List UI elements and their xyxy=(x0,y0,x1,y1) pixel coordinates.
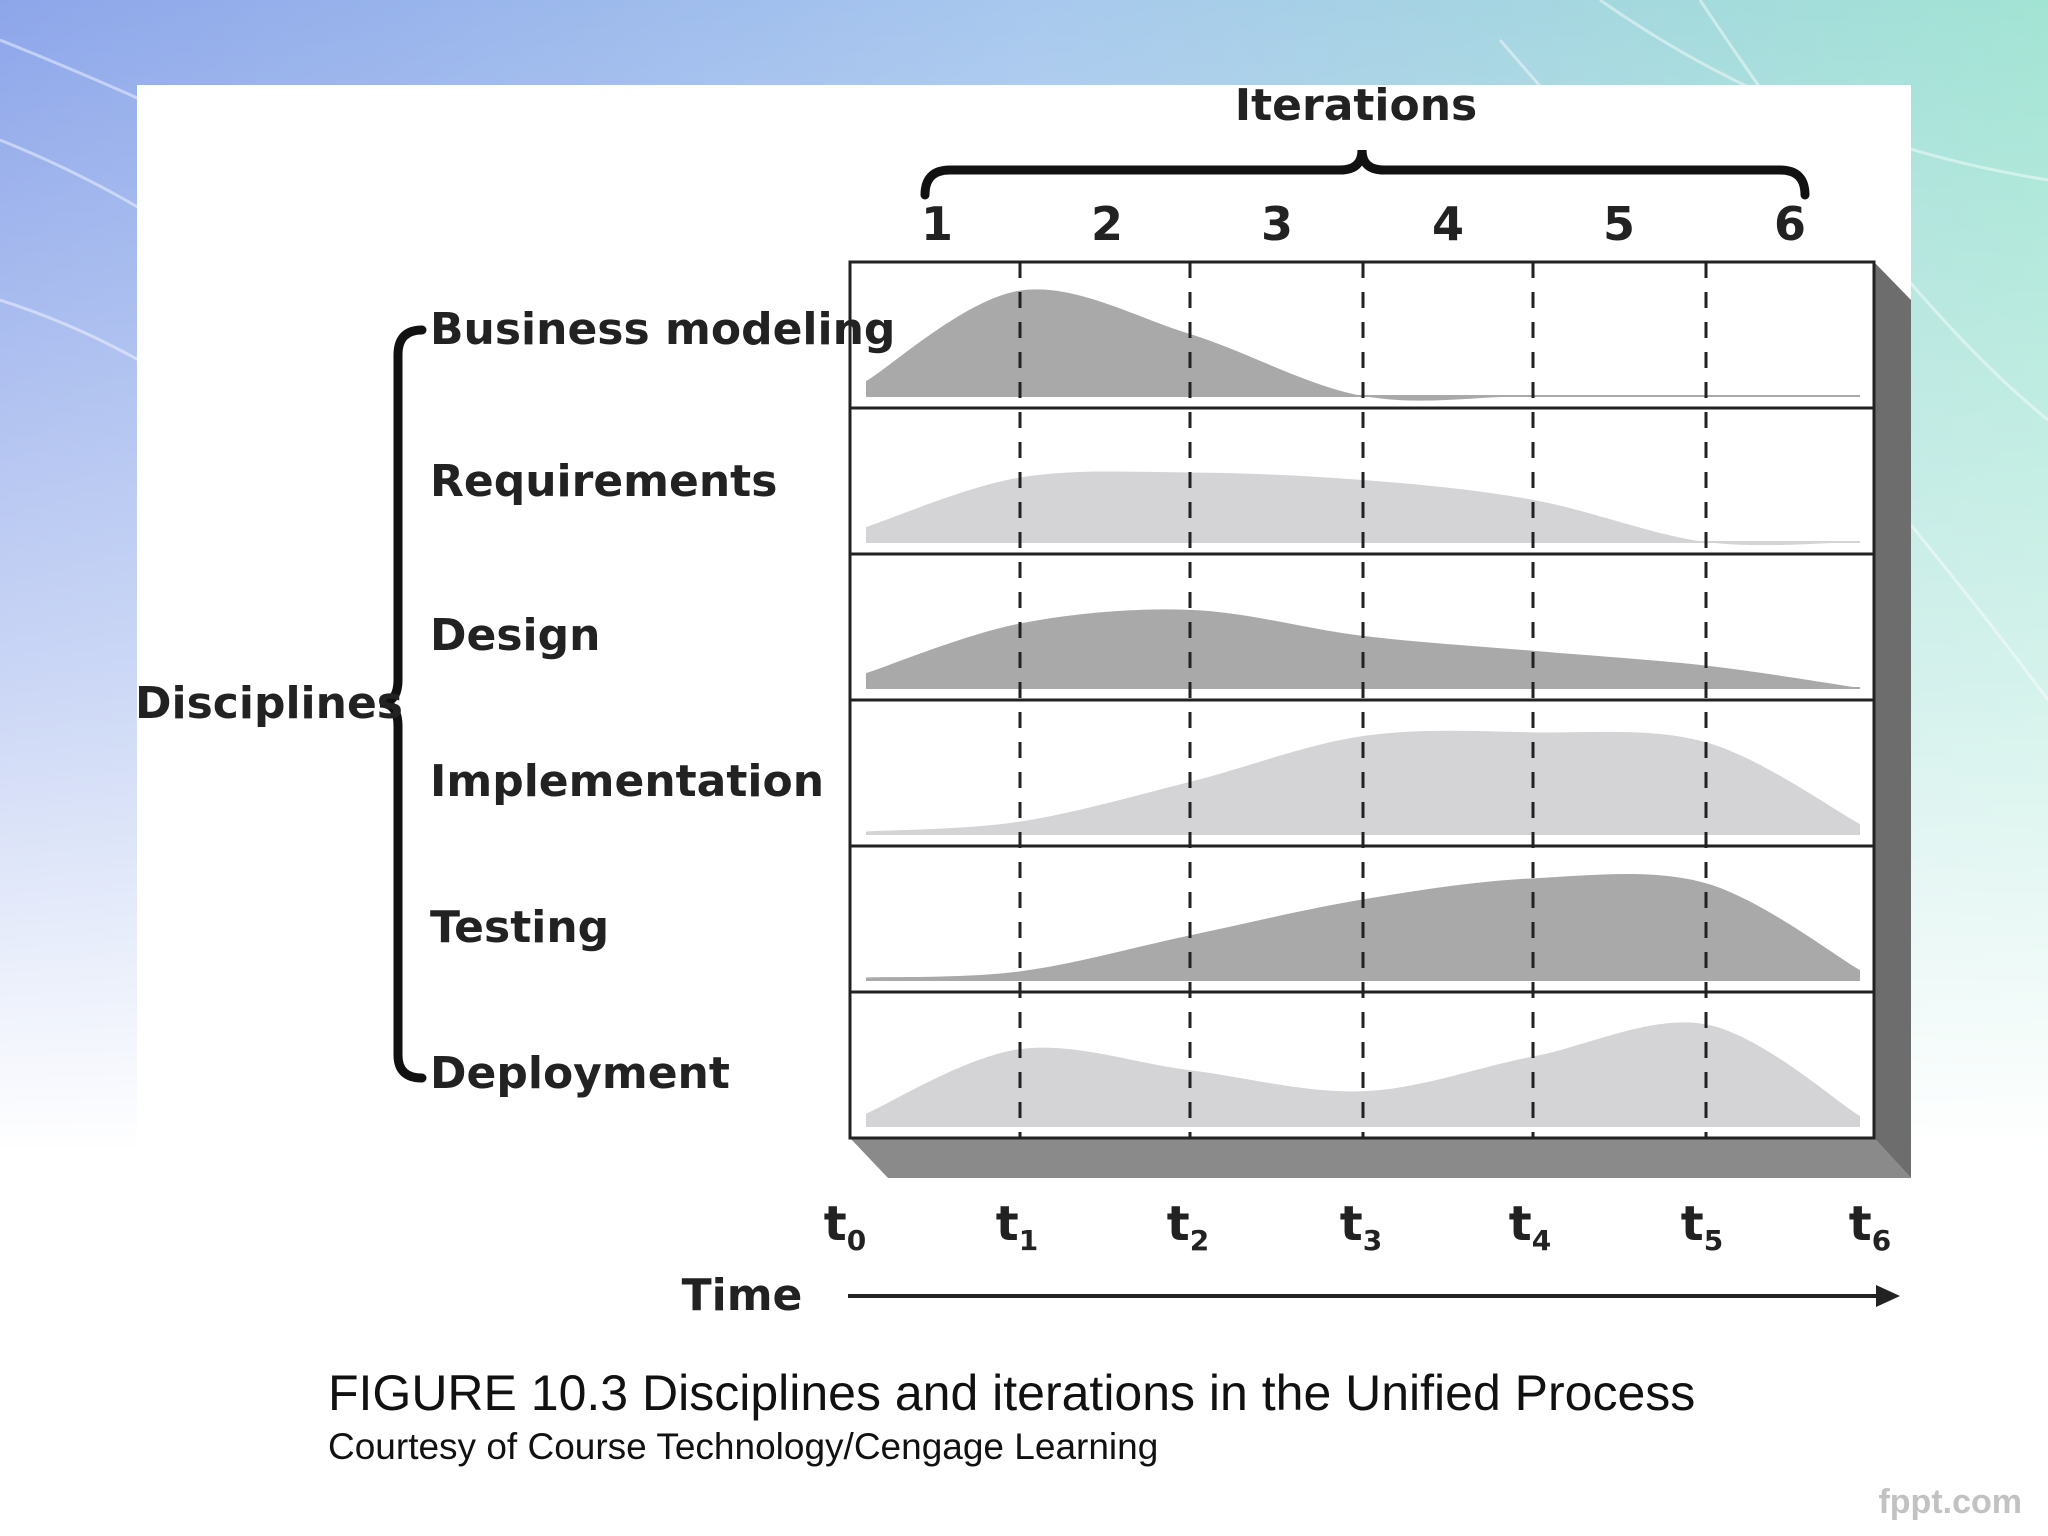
iteration-number-5: 5 xyxy=(1603,197,1635,251)
time-arrow-head xyxy=(1876,1285,1900,1307)
iteration-number-4: 4 xyxy=(1432,197,1464,251)
iteration-number-6: 6 xyxy=(1774,197,1806,251)
effort-area-design xyxy=(866,609,1860,688)
iteration-number-3: 3 xyxy=(1261,197,1293,251)
effort-area-deployment xyxy=(866,1022,1860,1126)
time-marker-letter: t xyxy=(1167,1196,1190,1252)
time-marker-t4: t4 xyxy=(1509,1196,1551,1257)
discipline-label-testing: Testing xyxy=(430,902,609,953)
time-marker-subscript: 2 xyxy=(1190,1224,1209,1257)
time-markers: t0 t1 t2 t3 t4 t5 t6 xyxy=(824,1196,1891,1257)
iteration-numbers: 1 2 3 4 5 6 xyxy=(921,197,1806,251)
iteration-dividers xyxy=(1018,262,1708,1138)
box-shadow-bottom xyxy=(850,1138,1911,1178)
iterations-brace xyxy=(920,149,1810,200)
figure-caption: FIGURE 10.3 Disciplines and iterations i… xyxy=(328,1362,1695,1470)
iterations-label: Iterations xyxy=(1235,80,1478,131)
time-marker-letter: t xyxy=(1340,1196,1363,1252)
discipline-labels: Business modeling Requirements Design Imple… xyxy=(430,304,895,1099)
caption-title: FIGURE 10.3 Disciplines and iterations i… xyxy=(328,1365,1696,1421)
discipline-label-deployment: Deployment xyxy=(430,1048,730,1099)
time-marker-t6: t6 xyxy=(1849,1196,1891,1257)
time-marker-letter: t xyxy=(1509,1196,1532,1252)
time-marker-subscript: 5 xyxy=(1704,1224,1723,1257)
time-marker-t0: t0 xyxy=(824,1196,866,1257)
time-marker-letter: t xyxy=(1849,1196,1872,1252)
discipline-label-requirements: Requirements xyxy=(430,456,777,507)
disciplines-brace xyxy=(379,325,427,1083)
iteration-number-1: 1 xyxy=(921,197,953,251)
time-marker-t5: t5 xyxy=(1681,1196,1723,1257)
watermark: fppt.com xyxy=(1878,1483,2022,1521)
disciplines-label: Disciplines xyxy=(135,678,403,729)
caption-credit: Courtesy of Course Technology/Cengage Le… xyxy=(328,1426,1159,1467)
time-marker-t1: t1 xyxy=(996,1196,1038,1257)
chart-frame xyxy=(848,260,1876,1140)
time-label: Time xyxy=(682,1270,803,1321)
time-marker-subscript: 3 xyxy=(1363,1224,1382,1257)
time-marker-subscript: 0 xyxy=(847,1224,866,1257)
time-marker-subscript: 1 xyxy=(1019,1224,1038,1257)
time-marker-t2: t2 xyxy=(1167,1196,1209,1257)
discipline-label-business-modeling: Business modeling xyxy=(430,304,895,355)
time-marker-letter: t xyxy=(1681,1196,1704,1252)
box-shadow-right xyxy=(1874,262,1911,1178)
time-marker-subscript: 6 xyxy=(1872,1224,1891,1257)
discipline-label-implementation: Implementation xyxy=(430,756,824,807)
effort-area-business-modeling xyxy=(866,289,1860,401)
iteration-number-2: 2 xyxy=(1091,197,1123,251)
time-marker-letter: t xyxy=(996,1196,1019,1252)
time-marker-subscript: 4 xyxy=(1532,1224,1551,1257)
time-marker-letter: t xyxy=(824,1196,847,1252)
time-marker-t3: t3 xyxy=(1340,1196,1382,1257)
discipline-label-design: Design xyxy=(430,610,600,661)
